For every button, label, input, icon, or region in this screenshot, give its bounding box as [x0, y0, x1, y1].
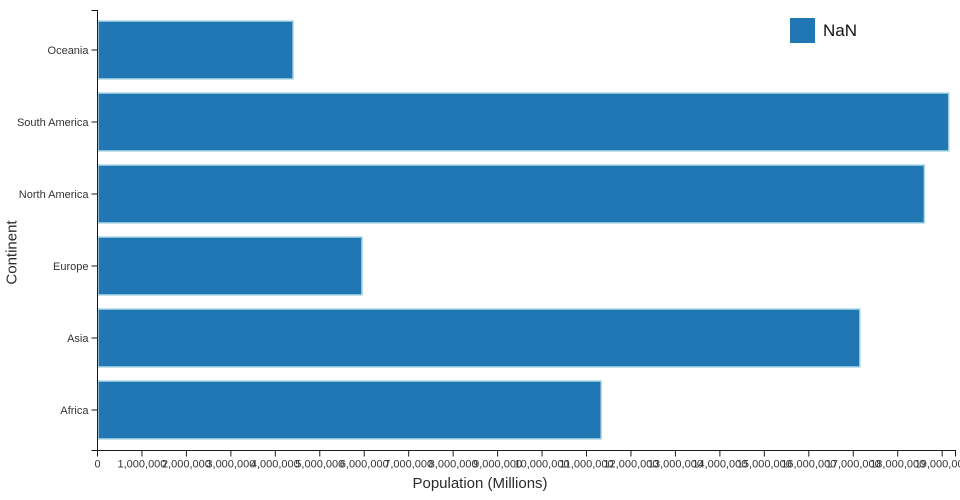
y-tick-label: Asia — [67, 333, 89, 345]
x-tick-label: 15,000,000 — [737, 459, 792, 471]
bar-asia — [97, 308, 861, 368]
bar-south-america — [97, 92, 950, 152]
x-tick-label: 19,000,000 — [915, 459, 960, 471]
bar-africa — [97, 380, 602, 440]
y-tick-label: Africa — [60, 405, 89, 417]
x-tick-label: 16,000,000 — [781, 459, 836, 471]
bar-north-america — [97, 164, 926, 224]
x-tick-label: 12,000,000 — [603, 459, 658, 471]
bar-europe — [97, 236, 363, 296]
x-axis-title: Population (Millions) — [412, 475, 548, 492]
y-tick-label: South America — [17, 117, 89, 129]
legend-swatch — [790, 18, 815, 43]
x-tick-label: 5,000,000 — [295, 459, 344, 471]
x-axis-line — [97, 450, 956, 457]
x-tick-label: 14,000,000 — [692, 459, 747, 471]
legend: NaN — [790, 18, 857, 43]
x-tick-label: 7,000,000 — [384, 459, 433, 471]
y-tick-label: North America — [19, 189, 90, 201]
x-tick-label: 2,000,000 — [162, 459, 211, 471]
y-tick-label: Oceania — [48, 45, 90, 57]
x-tick-label: 1,000,000 — [117, 459, 166, 471]
y-tick-label: Europe — [53, 261, 88, 273]
bar-oceania — [97, 20, 294, 80]
legend-label: NaN — [823, 21, 858, 40]
x-tick-label: 0 — [94, 459, 100, 471]
x-tick-label: 17,000,000 — [826, 459, 881, 471]
x-tick-label: 18,000,000 — [870, 459, 925, 471]
y-axis-title: Continent — [3, 220, 21, 285]
x-tick-label: 8,000,000 — [429, 459, 478, 471]
x-tick-label: 11,000,000 — [559, 459, 613, 471]
x-tick-label: 9,000,000 — [473, 459, 522, 471]
x-tick-label: 4,000,000 — [251, 459, 300, 471]
x-tick-label: 6,000,000 — [340, 459, 389, 471]
x-tick-label: 3,000,000 — [206, 459, 255, 471]
y-axis-line — [91, 10, 98, 451]
x-tick-label: 13,000,000 — [648, 459, 703, 471]
x-tick-label: 10,000,000 — [515, 459, 570, 471]
